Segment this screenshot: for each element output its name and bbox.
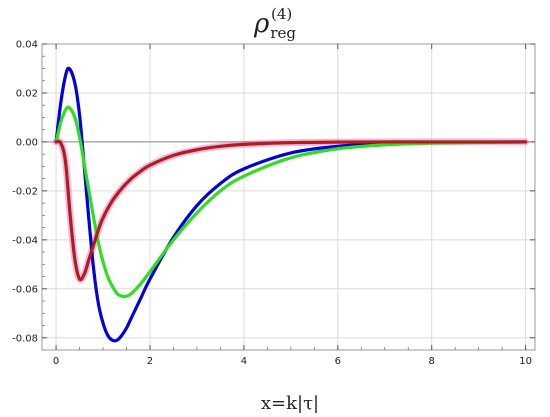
title-subscript: reg	[270, 24, 296, 42]
series-line-blue	[54, 66, 528, 343]
x-tick-label: 2	[147, 356, 153, 367]
title-superscript: (4)	[271, 5, 292, 23]
x-tick-label: 8	[429, 356, 435, 367]
plot-border	[41, 43, 536, 351]
y-tick-label: -0.06	[12, 284, 38, 295]
x-tick-label: 10	[519, 356, 532, 367]
series-line-green	[54, 105, 528, 299]
plot-background	[42, 44, 535, 350]
series-line-red	[54, 139, 528, 282]
y-tick-label: 0.02	[16, 88, 38, 99]
title-base: ρ	[253, 9, 270, 39]
y-tick-label: -0.08	[12, 333, 38, 344]
series-group	[52, 66, 530, 343]
x-tick-label: 6	[335, 356, 341, 367]
tick-labels: 0 2 4 6 8 10 0.04 0.02 0.00 -0.02 -0.04 -0.06 -0.08	[12, 40, 532, 368]
y-tick-label: 0.00	[16, 137, 38, 148]
ticks	[42, 43, 535, 350]
x-tick-label: 0	[53, 356, 59, 367]
y-tick-label: -0.04	[12, 235, 38, 246]
y-tick-label: -0.02	[12, 186, 38, 197]
chart-title: ρreg(4)	[253, 5, 296, 42]
x-tick-label: 4	[241, 356, 247, 367]
x-axis-label: x=k|τ|	[261, 393, 319, 414]
y-tick-label: 0.04	[16, 40, 38, 51]
